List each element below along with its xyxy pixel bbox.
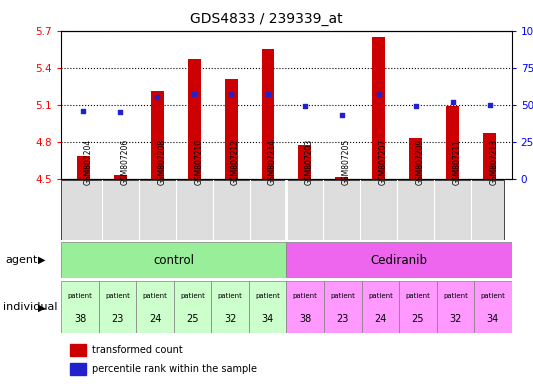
Point bbox=[337, 112, 346, 118]
Bar bbox=[212, 281, 249, 333]
Bar bbox=[114, 175, 127, 179]
Text: 25: 25 bbox=[411, 314, 424, 324]
Bar bbox=[483, 133, 496, 179]
Bar bbox=[287, 281, 324, 333]
Bar bbox=[61, 281, 99, 333]
Bar bbox=[188, 59, 200, 179]
Text: GSM807207: GSM807207 bbox=[379, 139, 388, 185]
Point bbox=[79, 108, 88, 114]
Bar bbox=[136, 281, 174, 333]
Text: patient: patient bbox=[293, 293, 318, 299]
Text: Cediranib: Cediranib bbox=[370, 254, 427, 266]
Bar bbox=[409, 138, 422, 179]
Point bbox=[301, 103, 309, 109]
Text: GSM807203: GSM807203 bbox=[305, 139, 314, 185]
Text: patient: patient bbox=[480, 293, 505, 299]
Point bbox=[375, 91, 383, 98]
Text: 24: 24 bbox=[374, 314, 386, 324]
Point bbox=[227, 91, 236, 98]
Text: 32: 32 bbox=[449, 314, 462, 324]
Text: 34: 34 bbox=[487, 314, 499, 324]
Text: patient: patient bbox=[68, 293, 93, 299]
Text: ▶: ▶ bbox=[38, 302, 46, 313]
Bar bbox=[324, 281, 361, 333]
Text: percentile rank within the sample: percentile rank within the sample bbox=[92, 364, 257, 374]
Point bbox=[153, 94, 161, 100]
Bar bbox=[99, 281, 136, 333]
Text: patient: patient bbox=[255, 293, 280, 299]
Text: 23: 23 bbox=[337, 314, 349, 324]
Bar bbox=[399, 281, 437, 333]
Bar bbox=[298, 145, 311, 179]
Bar bbox=[249, 281, 287, 333]
Point bbox=[116, 109, 125, 115]
Bar bbox=[437, 281, 474, 333]
Text: transformed count: transformed count bbox=[92, 345, 183, 355]
Bar bbox=[361, 281, 399, 333]
Text: GSM807211: GSM807211 bbox=[453, 139, 462, 185]
Text: 38: 38 bbox=[74, 314, 86, 324]
Text: GSM807212: GSM807212 bbox=[231, 139, 240, 185]
Text: 23: 23 bbox=[111, 314, 124, 324]
Text: patient: patient bbox=[143, 293, 167, 299]
Text: GSM807214: GSM807214 bbox=[268, 139, 277, 185]
Bar bbox=[474, 281, 512, 333]
Text: patient: patient bbox=[330, 293, 355, 299]
Text: GSM807213: GSM807213 bbox=[489, 139, 498, 185]
Text: GDS4833 / 239339_at: GDS4833 / 239339_at bbox=[190, 12, 343, 25]
Point bbox=[190, 91, 198, 98]
Text: 34: 34 bbox=[262, 314, 274, 324]
Text: control: control bbox=[154, 254, 195, 266]
Text: agent: agent bbox=[5, 255, 38, 265]
Bar bbox=[335, 177, 349, 179]
Bar bbox=[224, 79, 238, 179]
Text: 24: 24 bbox=[149, 314, 161, 324]
Text: patient: patient bbox=[105, 293, 130, 299]
Text: patient: patient bbox=[368, 293, 393, 299]
Text: GSM807210: GSM807210 bbox=[194, 139, 203, 185]
Bar bbox=[174, 281, 212, 333]
Bar bbox=[446, 106, 459, 179]
Bar bbox=[70, 344, 86, 356]
Text: 38: 38 bbox=[299, 314, 311, 324]
Point bbox=[448, 99, 457, 105]
Text: GSM807208: GSM807208 bbox=[157, 139, 166, 185]
Bar bbox=[262, 49, 274, 179]
Point bbox=[411, 103, 420, 109]
Text: patient: patient bbox=[180, 293, 205, 299]
Text: 32: 32 bbox=[224, 314, 236, 324]
Text: GSM807206: GSM807206 bbox=[120, 139, 130, 185]
Bar bbox=[61, 242, 287, 278]
Bar bbox=[373, 37, 385, 179]
Point bbox=[264, 91, 272, 98]
Bar bbox=[77, 156, 90, 179]
Point bbox=[485, 102, 494, 108]
Text: GSM807204: GSM807204 bbox=[84, 139, 92, 185]
Text: patient: patient bbox=[443, 293, 468, 299]
Text: GSM807209: GSM807209 bbox=[416, 139, 425, 185]
Text: patient: patient bbox=[218, 293, 243, 299]
Bar bbox=[151, 91, 164, 179]
Text: 25: 25 bbox=[187, 314, 199, 324]
Bar bbox=[287, 242, 512, 278]
Text: individual: individual bbox=[3, 302, 57, 313]
Bar bbox=[70, 363, 86, 375]
Text: GSM807205: GSM807205 bbox=[342, 139, 351, 185]
Text: ▶: ▶ bbox=[38, 255, 46, 265]
Text: patient: patient bbox=[406, 293, 430, 299]
